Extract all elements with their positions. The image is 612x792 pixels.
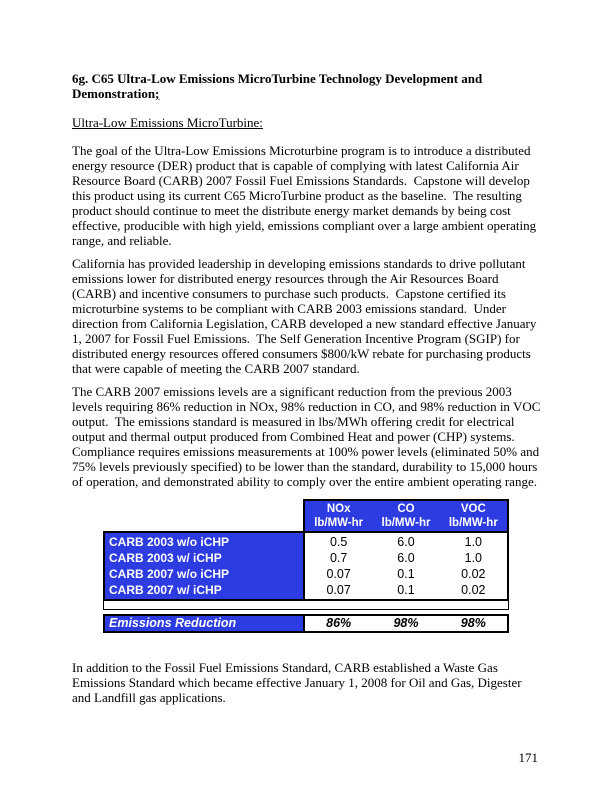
table-row: 0.5 6.0 1.0 (305, 534, 507, 550)
value-cell: 1.0 (464, 551, 483, 565)
table-header-block: NOx lb/MW-hr CO lb/MW-hr VOC lb/MW-hr (303, 499, 509, 531)
document-heading: 6g. C65 Ultra-Low Emissions MicroTurbine… (72, 71, 542, 101)
value-cell: 0.1 (397, 567, 415, 581)
table-values: 0.5 6.0 1.0 0.7 6.0 1.0 0.07 0.1 0.02 0.… (305, 533, 507, 599)
paragraph-carb-2007-levels: The CARB 2007 emissions levels are a sig… (72, 384, 544, 489)
paragraph-waste-gas-standard: In addition to the Fossil Fuel Emissions… (72, 660, 525, 705)
document-page-content: 6g. C65 Ultra-Low Emissions MicroTurbine… (72, 71, 542, 713)
value-cell: 0.07 (326, 567, 351, 581)
column-header-nox: NOx lb/MW-hr (305, 501, 372, 531)
table-row-labels: CARB 2003 w/o iCHP CARB 2003 w/ iCHP CAR… (105, 533, 305, 599)
table-row: 0.7 6.0 1.0 (305, 550, 507, 566)
summary-value-voc: 98% (460, 616, 486, 630)
column-unit: lb/MW-hr (448, 516, 498, 529)
table-header-row: NOx lb/MW-hr CO lb/MW-hr VOC lb/MW-hr (103, 499, 509, 531)
table-row: 0.07 0.1 0.02 (305, 566, 507, 582)
value-cell: 0.02 (461, 583, 486, 597)
column-header-co: CO lb/MW-hr (372, 501, 439, 531)
summary-value-co: 98% (393, 616, 419, 630)
row-label-carb2007-w-ichp: CARB 2007 w/ iCHP (109, 583, 222, 597)
heading-text: 6g. C65 Ultra-Low Emissions MicroTurbine… (72, 71, 483, 101)
row-label-carb2007-wo-ichp: CARB 2007 w/o iCHP (109, 567, 230, 581)
column-unit: lb/MW-hr (314, 516, 364, 529)
value-cell: 0.02 (461, 567, 486, 581)
value-cell: 6.0 (397, 535, 415, 549)
table-header-spacer (103, 499, 303, 531)
column-name: NOx (326, 503, 351, 515)
value-cell: 0.07 (326, 583, 351, 597)
column-name: CO (397, 503, 415, 515)
table-body: CARB 2003 w/o iCHP CARB 2003 w/ iCHP CAR… (103, 531, 509, 601)
emissions-reduction-row: Emissions Reduction 86% 98% 98% (103, 614, 509, 633)
paragraph-program-goal: The goal of the Ultra-Low Emissions Micr… (72, 143, 540, 248)
table-row: 0.07 0.1 0.02 (305, 582, 507, 598)
value-cell: 0.7 (329, 551, 348, 565)
table-blank-row (103, 601, 509, 610)
row-label-carb2003-w-ichp: CARB 2003 w/ iCHP (109, 551, 222, 565)
row-label-carb2003-wo-ichp: CARB 2003 w/o iCHP (109, 535, 230, 549)
page-number: 171 (518, 750, 539, 765)
summary-value-nox: 86% (326, 616, 352, 630)
column-name: VOC (460, 503, 486, 515)
summary-values: 86% 98% 98% (305, 616, 507, 631)
emissions-standards-table: NOx lb/MW-hr CO lb/MW-hr VOC lb/MW-hr CA… (103, 499, 509, 633)
summary-label: Emissions Reduction (105, 616, 305, 631)
column-unit: lb/MW-hr (381, 516, 431, 529)
document-subheading: Ultra-Low Emissions MicroTurbine: (72, 115, 263, 130)
value-cell: 1.0 (464, 535, 483, 549)
column-header-voc: VOC lb/MW-hr (440, 501, 507, 531)
value-cell: 0.5 (329, 535, 348, 549)
heading-punctuation: ; (155, 86, 160, 101)
paragraph-california-leadership: California has provided leadership in de… (72, 256, 540, 376)
value-cell: 6.0 (397, 551, 415, 565)
value-cell: 0.1 (397, 583, 415, 597)
